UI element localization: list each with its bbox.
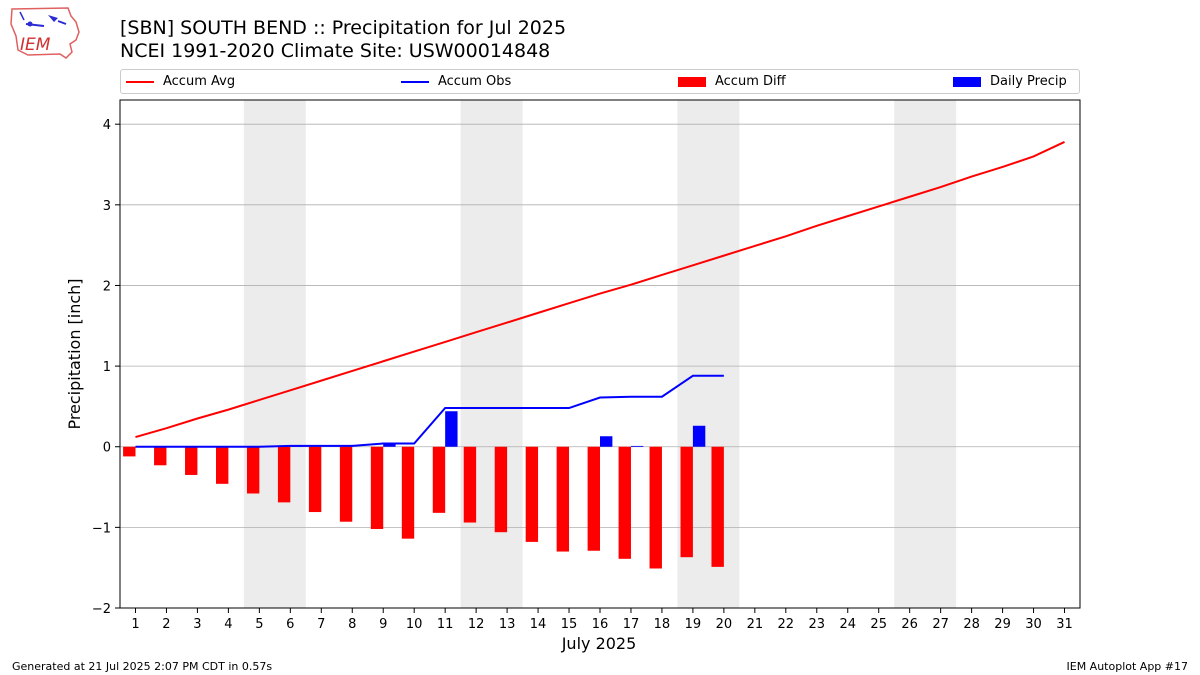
accum-diff-bar-day-20 <box>711 446 724 567</box>
x-tick-label: 3 <box>193 617 201 632</box>
y-tick-label: 1 <box>103 360 111 375</box>
legend-item-accum-avg: Accum Avg <box>126 70 235 93</box>
chart-subtitle: NCEI 1991-2020 Climate Site: USW00014848 <box>120 40 551 62</box>
y-tick-label: 4 <box>103 118 111 133</box>
x-tick-label: 11 <box>437 617 454 632</box>
x-tick-label: 13 <box>499 617 516 632</box>
weekend-band-26 <box>894 100 957 608</box>
x-tick-label: 26 <box>901 617 918 632</box>
accum-obs-line <box>135 374 724 448</box>
accum-diff-bar-day-19 <box>680 446 693 558</box>
daily-precip-bar-day-17 <box>630 445 644 447</box>
daily-precip-bar-day-9 <box>383 444 396 447</box>
x-tick-label: 6 <box>286 617 294 632</box>
accum-diff-bar-day-4 <box>216 446 229 484</box>
x-tick-label: 18 <box>654 617 671 632</box>
iem-logo-graphic: IEM <box>10 7 80 59</box>
legend-item-accum-obs: Accum Obs <box>401 70 511 93</box>
y-tick-label: 0 <box>103 441 111 456</box>
x-tick-label: 25 <box>870 617 887 632</box>
accum-diff-bar-day-1 <box>123 446 136 457</box>
legend-item-accum-diff: Accum Diff <box>678 70 786 93</box>
x-tick-label: 7 <box>317 617 325 632</box>
x-tick-label: 1 <box>131 617 139 632</box>
daily-precip-bar-day-11 <box>445 411 458 447</box>
legend-label-daily-precip: Daily Precip <box>990 74 1067 89</box>
x-tick-label: 21 <box>747 617 764 632</box>
accum-diff-bar-day-12 <box>463 446 477 523</box>
footer-app-id: IEM Autoplot App #17 <box>1066 660 1189 673</box>
accum-diff-bar-day-18 <box>649 446 662 569</box>
x-tick-label: 10 <box>406 617 423 632</box>
legend-label-accum-diff: Accum Diff <box>715 74 786 89</box>
x-tick-label: 24 <box>839 617 856 632</box>
legend-swatch-accum-diff <box>678 76 706 87</box>
accum-diff-bar-day-5 <box>246 446 260 494</box>
bars-group <box>123 411 724 569</box>
legend-swatch-accum-obs <box>401 80 429 83</box>
accum-diff-bar-day-14 <box>525 446 539 542</box>
accum-diff-bar-day-16 <box>587 446 600 551</box>
y-tick-label: −1 <box>92 521 111 536</box>
x-tick-label: 19 <box>685 617 702 632</box>
accum-diff-bar-day-8 <box>339 446 353 522</box>
iem-logo-text: IEM <box>20 35 51 55</box>
legend-swatch-daily-precip <box>953 76 981 87</box>
x-tick-label: 28 <box>963 617 980 632</box>
x-tick-label: 23 <box>809 617 826 632</box>
x-tick-label: 15 <box>561 617 578 632</box>
x-axis-label: July 2025 <box>561 634 637 653</box>
x-tick-label: 5 <box>255 617 263 632</box>
accum-diff-bar-day-13 <box>494 446 508 533</box>
iem-logo: IEM <box>8 6 82 64</box>
y-axis-label: Precipitation [inch] <box>65 278 84 429</box>
x-tick-label: 9 <box>379 617 387 632</box>
x-tick-label: 27 <box>932 617 949 632</box>
x-tick-label: 29 <box>994 617 1011 632</box>
x-tick-label: 8 <box>348 617 356 632</box>
accum-diff-bar-day-3 <box>185 446 198 475</box>
y-tick-label: 3 <box>103 199 111 214</box>
accum-diff-bar-day-10 <box>401 446 415 539</box>
x-tick-label: 12 <box>468 617 485 632</box>
footer-generated: Generated at 21 Jul 2025 2:07 PM CDT in … <box>12 660 273 673</box>
lines-group <box>135 141 1065 448</box>
accum-diff-bar-day-2 <box>154 446 167 466</box>
accum-diff-bar-day-11 <box>432 446 446 513</box>
x-tick-label: 30 <box>1025 617 1042 632</box>
weekend-band-12 <box>460 100 523 608</box>
x-tick-label: 20 <box>716 617 733 632</box>
accum-diff-bar-day-7 <box>308 446 322 513</box>
legend-swatch-accum-avg <box>126 80 154 83</box>
x-tick-label: 31 <box>1056 617 1073 632</box>
daily-precip-bar-day-16 <box>600 436 613 447</box>
weekend-band-5 <box>243 100 306 608</box>
legend-item-daily-precip: Daily Precip <box>953 70 1067 93</box>
accum-diff-bar-day-6 <box>277 446 291 503</box>
x-tick-label: 14 <box>530 617 547 632</box>
x-tick-label: 2 <box>162 617 170 632</box>
accum-avg-line <box>135 141 1065 439</box>
x-tick-label: 4 <box>224 617 232 632</box>
legend-label-accum-obs: Accum Obs <box>438 74 512 89</box>
x-tick-label: 17 <box>623 617 640 632</box>
chart-title: [SBN] SOUTH BEND :: Precipitation for Ju… <box>120 17 567 39</box>
daily-precip-bar-day-19 <box>692 425 706 447</box>
y-tick-label: 2 <box>103 279 111 294</box>
y-tick-label: −2 <box>92 602 111 617</box>
chart-legend: Accum Avg Accum Obs Accum Diff Daily Pre… <box>120 69 1080 94</box>
accum-diff-bar-day-15 <box>556 446 570 552</box>
accum-diff-bar-day-17 <box>618 446 631 559</box>
x-tick-label: 16 <box>592 617 609 632</box>
x-tick-label: 22 <box>778 617 795 632</box>
legend-label-accum-avg: Accum Avg <box>163 74 236 89</box>
accum-diff-bar-day-9 <box>370 446 384 529</box>
